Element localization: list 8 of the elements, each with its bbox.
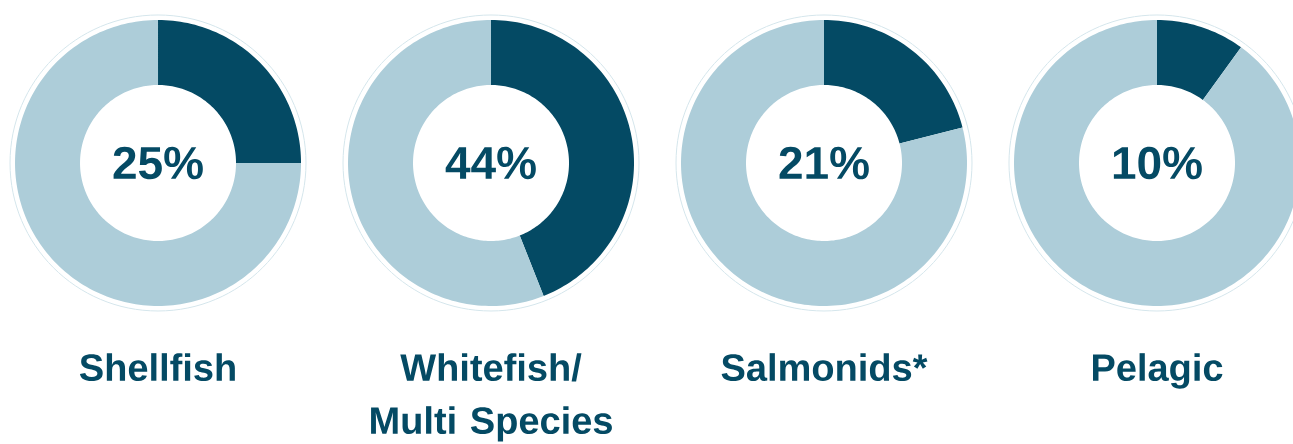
text: Whitefish/ Multi Species [371, 353, 612, 442]
text: 25% [113, 146, 203, 180]
text: 44% [445, 146, 536, 180]
text: 10% [1113, 146, 1202, 180]
text: 21% [779, 146, 869, 180]
text: Salmonids* [721, 353, 928, 382]
text: Pelagic [1093, 353, 1223, 389]
text: Shellfish [79, 353, 235, 382]
